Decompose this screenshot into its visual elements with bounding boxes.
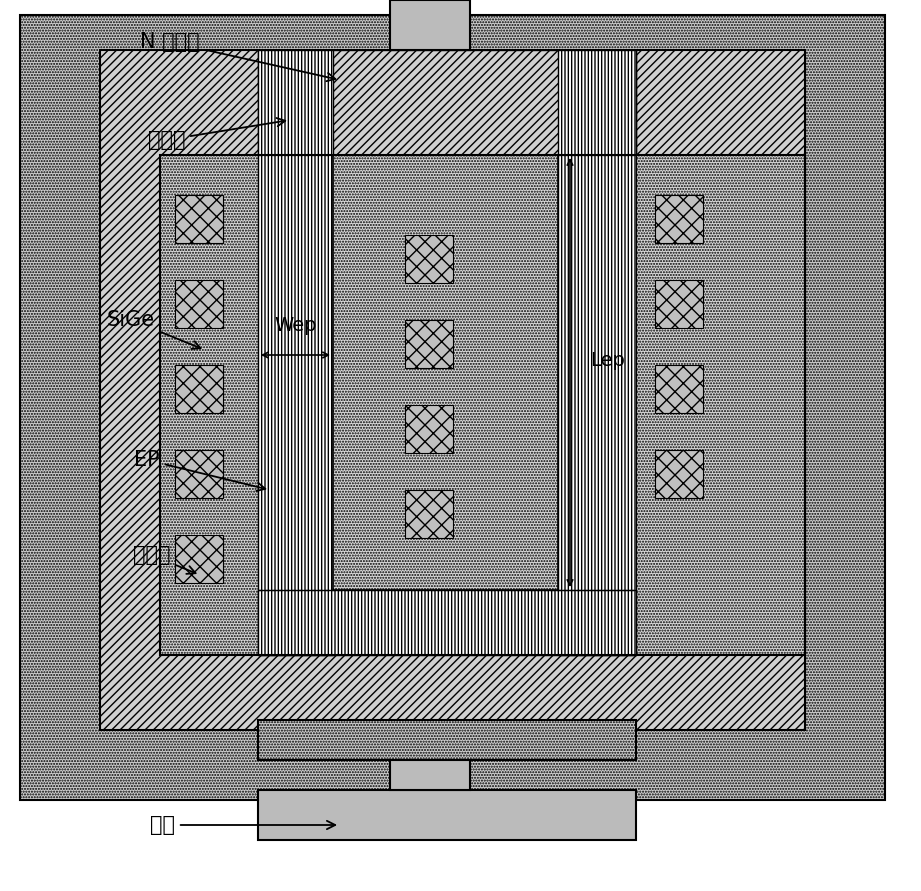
Text: N 型埋层: N 型埋层 — [140, 32, 335, 81]
Text: 金属: 金属 — [150, 815, 335, 835]
Bar — [175, 195, 223, 243]
Bar — [390, 760, 470, 790]
Text: SiGe: SiGe — [107, 310, 201, 349]
Text: EP: EP — [134, 450, 265, 491]
Bar — [100, 50, 805, 730]
Text: 接触孔: 接触孔 — [133, 545, 195, 574]
Bar — [175, 280, 223, 328]
Bar — [333, 155, 558, 590]
Bar — [635, 155, 805, 655]
Bar — [175, 450, 223, 498]
Bar — [258, 50, 636, 155]
Text: Lep: Lep — [590, 350, 624, 370]
Text: Wep: Wep — [274, 316, 317, 335]
Bar — [390, 0, 470, 50]
Bar — [405, 490, 453, 538]
Bar — [258, 50, 333, 655]
Bar — [655, 280, 703, 328]
Bar — [405, 320, 453, 368]
Bar — [258, 590, 636, 655]
Bar — [20, 15, 885, 800]
Bar — [175, 535, 223, 583]
Bar — [558, 50, 636, 655]
Bar — [405, 235, 453, 283]
Bar — [405, 405, 453, 453]
Bar — [258, 720, 636, 760]
Bar — [160, 155, 805, 655]
Bar — [175, 365, 223, 413]
Bar — [655, 450, 703, 498]
Bar — [258, 790, 636, 840]
Text: 有源区: 有源区 — [147, 118, 286, 150]
Bar — [655, 195, 703, 243]
Bar — [160, 155, 260, 655]
Bar — [655, 365, 703, 413]
